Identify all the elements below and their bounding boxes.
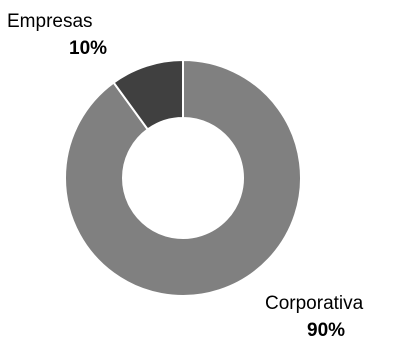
slice-value-corporativa: 90% (307, 320, 345, 341)
slice-empresas (112, 58, 184, 131)
slice-value-empresas: 10% (69, 38, 107, 59)
slice-label-corporativa: Corporativa (265, 293, 364, 314)
slice-label-empresas: Empresas (7, 11, 93, 32)
slice-corporativa (64, 58, 302, 297)
donut-slices (64, 58, 302, 297)
